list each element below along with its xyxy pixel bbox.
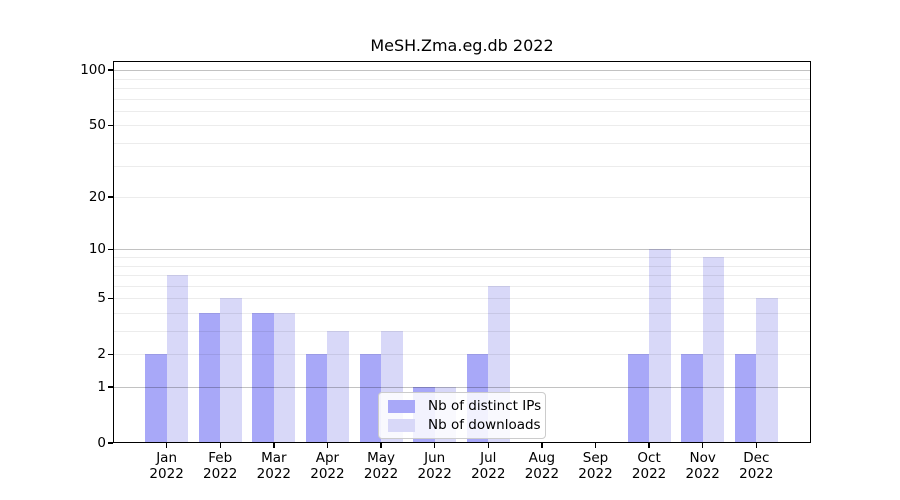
gridline [113, 98, 811, 100]
x-axis-tick [165, 443, 168, 448]
gridline [113, 249, 811, 251]
bar-distinct-ips-feb [198, 312, 221, 443]
x-tick-label: Oct 2022 [631, 450, 667, 482]
gridline [113, 110, 811, 112]
y-tick-label: 5 [97, 290, 106, 307]
x-axis-tick [273, 443, 275, 448]
x-tick-label: May 2022 [363, 450, 399, 482]
y-tick-label: 100 [80, 62, 106, 79]
downloads-swatch-icon [388, 418, 415, 432]
bar-downloads-mar [273, 312, 296, 443]
legend-label: Nb of downloads [428, 417, 541, 433]
legend-item-downloads: Nb of downloads [385, 417, 541, 433]
bar-distinct-ips-oct [627, 354, 650, 443]
y-axis-tick [108, 297, 113, 299]
bar-distinct-ips-apr [305, 354, 328, 443]
x-axis-tick [219, 443, 221, 448]
bar-downloads-dec [756, 298, 778, 443]
chart-title: MeSH.Zma.eg.db 2022 [370, 36, 554, 55]
y-axis-tick [108, 386, 113, 388]
gridline [113, 354, 811, 356]
y-tick-label: 0 [97, 435, 106, 451]
y-axis-tick [108, 353, 113, 355]
gridline [113, 142, 811, 144]
bar-downloads-feb [220, 298, 242, 443]
x-tick-label: Jun 2022 [417, 450, 452, 482]
y-tick-label: 1 [97, 378, 106, 395]
y-tick-label: 50 [88, 117, 106, 134]
x-tick-label: Dec 2022 [739, 450, 774, 482]
bar-distinct-ips-mar [252, 312, 274, 443]
legend-label: Nb of distinct IPs [428, 398, 542, 414]
x-axis-tick [326, 443, 329, 448]
x-tick-label: Nov 2022 [685, 450, 720, 482]
gridline [113, 387, 811, 388]
legend-item-distinct-ips: Nb of distinct IPs [385, 398, 542, 414]
bar-downloads-oct [649, 249, 671, 443]
x-tick-label: Jan 2022 [149, 450, 184, 482]
y-tick-label: 20 [88, 188, 106, 205]
gridline [113, 165, 811, 167]
bar-distinct-ips-jan [145, 354, 167, 443]
gridline [113, 87, 811, 89]
gridline [113, 78, 811, 80]
gridline [113, 331, 811, 332]
bar-distinct-ips-may [359, 354, 382, 443]
gridline [113, 125, 811, 127]
x-axis-tick [594, 443, 597, 448]
x-axis-tick [648, 443, 650, 448]
y-tick-label: 10 [88, 241, 106, 258]
legend: Nb of distinct IPs Nb of downloads [378, 392, 546, 439]
x-tick-label: Sep 2022 [578, 450, 613, 482]
bar-downloads-jan [166, 274, 189, 443]
y-axis-tick [108, 442, 113, 444]
x-axis-tick [487, 443, 489, 448]
gridline [113, 265, 811, 267]
plot-area [113, 61, 811, 443]
gridline [113, 275, 811, 276]
x-axis-tick [541, 443, 543, 448]
x-tick-label: Mar 2022 [256, 450, 292, 482]
y-axis-tick [108, 124, 113, 126]
bar-distinct-ips-nov [681, 354, 703, 443]
y-axis-tick [108, 69, 113, 71]
gridline [113, 70, 811, 72]
x-axis-tick [380, 443, 382, 448]
bar-downloads-nov [702, 256, 725, 443]
x-tick-label: Jul 2022 [471, 450, 506, 482]
x-tick-label: Aug 2022 [524, 450, 560, 482]
x-tick-label: Apr 2022 [310, 450, 345, 482]
x-axis-tick [702, 443, 704, 448]
x-tick-label: Feb 2022 [203, 450, 238, 482]
bar-downloads-apr [327, 330, 349, 443]
gridline [113, 256, 811, 258]
gridline [113, 197, 811, 198]
y-axis-tick [108, 248, 113, 250]
bar-distinct-ips-dec [734, 354, 757, 443]
gridline [113, 285, 811, 287]
y-axis-tick [108, 196, 113, 198]
distinct-ips-swatch-icon [388, 399, 415, 413]
gridline [113, 312, 811, 314]
y-tick-label: 2 [97, 346, 106, 363]
x-axis-tick [755, 443, 757, 448]
x-axis-tick [433, 443, 436, 448]
gridline [113, 298, 811, 300]
